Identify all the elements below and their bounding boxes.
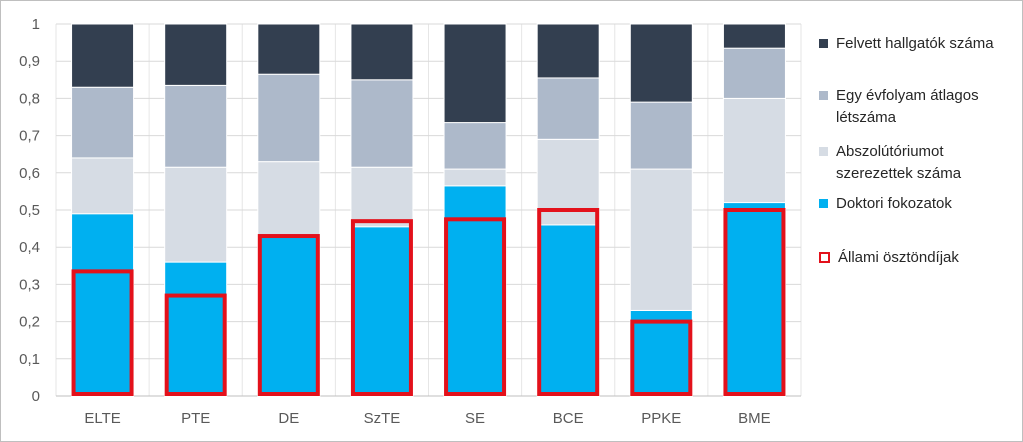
bar-segment-4 (350, 23, 414, 81)
bar-segment-3 (443, 122, 507, 170)
outline-bar (537, 208, 600, 396)
y-tick-label: 0,9 (19, 53, 40, 70)
x-tick-label: BCE (553, 410, 584, 427)
bar-segment-1 (722, 202, 786, 397)
outline-bar (630, 319, 693, 397)
legend-label-abszolutorium: Abszolútóriumot szerezettek száma (836, 143, 962, 182)
legend-item-felvett: Felvett hallgatók száma (819, 33, 1016, 55)
y-tick-label: 0,8 (19, 90, 40, 107)
bar-segment-2 (257, 161, 321, 237)
y-tick-label: 0,2 (19, 314, 40, 331)
y-tick-label: 0,1 (19, 351, 40, 368)
outline-bar (350, 219, 413, 396)
bar-segment-1 (71, 213, 135, 397)
x-tick-label: DE (278, 410, 299, 427)
bar-segment-3 (536, 77, 600, 140)
bar-segment-1 (164, 261, 228, 397)
bar-segment-4 (257, 23, 321, 75)
legend-swatch-evfolyam (819, 91, 828, 100)
y-tick-label: 0 (32, 388, 40, 405)
y-tick-label: 1 (32, 16, 40, 33)
x-tick-label: SE (465, 410, 485, 427)
legend-swatch-abszolutorium (819, 147, 828, 156)
legend-item-doktori: Doktori fokozatok (819, 193, 1016, 215)
outline-bar (444, 217, 507, 396)
outline-bar (164, 293, 227, 396)
legend-label-allami: Állami ösztöndíjak (838, 249, 959, 266)
chart-legend: Felvett hallgatók száma Egy évfolyam átl… (819, 1, 1023, 441)
bar-segment-2 (164, 166, 228, 263)
legend-swatch-doktori (819, 199, 828, 208)
bar-segment-2 (443, 168, 507, 187)
y-tick-label: 0,4 (19, 239, 40, 256)
bar-segment-4 (71, 23, 135, 88)
bar-segment-3 (164, 84, 228, 168)
outline-bar (723, 208, 786, 396)
bar-segment-1 (536, 224, 600, 397)
x-tick-label: PPKE (641, 410, 681, 427)
bar-segment-1 (350, 226, 414, 397)
legend-label-evfolyam: Egy évfolyam átlagos létszáma (836, 87, 979, 126)
bar-segment-3 (257, 73, 321, 163)
bar-segment-2 (350, 166, 414, 228)
x-tick-label: ELTE (84, 410, 120, 427)
bar-segment-4 (443, 23, 507, 124)
legend-label-felvett: Felvett hallgatók száma (836, 35, 994, 52)
bar-segment-3 (71, 86, 135, 159)
legend-item-abszolutorium: Abszolútóriumot szerezettek száma (819, 141, 996, 185)
legend-swatch-allami (819, 252, 830, 263)
bar-segment-2 (71, 157, 135, 215)
bar-segment-2 (722, 97, 786, 204)
bar-segment-2 (536, 138, 600, 226)
bar-segment-4 (536, 23, 600, 79)
bar-segment-3 (629, 101, 693, 170)
legend-swatch-felvett (819, 39, 828, 48)
bar-segment-4 (629, 23, 693, 103)
y-tick-label: 0,6 (19, 165, 40, 182)
y-tick-label: 0,7 (19, 128, 40, 145)
x-tick-label: SzTE (364, 410, 401, 427)
legend-item-allami: Állami ösztöndíjak (819, 247, 1018, 269)
y-tick-label: 0,3 (19, 276, 40, 293)
bar-segment-3 (350, 79, 414, 168)
outline-bar (257, 234, 320, 396)
x-tick-label: BME (738, 410, 771, 427)
bar-segment-4 (164, 23, 228, 86)
outline-bar (71, 269, 134, 397)
bar-segment-3 (722, 47, 786, 99)
x-tick-label: PTE (181, 410, 210, 427)
legend-item-evfolyam: Egy évfolyam átlagos létszáma (819, 85, 1006, 129)
bar-segment-2 (629, 168, 693, 311)
y-tick-label: 0,5 (19, 202, 40, 219)
bar-segment-1 (257, 235, 321, 397)
bar-segment-4 (722, 23, 786, 49)
legend-label-doktori: Doktori fokozatok (836, 195, 952, 212)
